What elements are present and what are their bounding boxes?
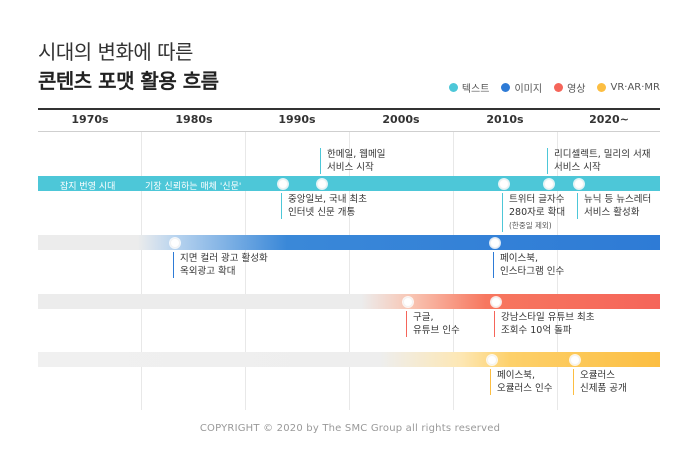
decade-2000s: 2000s bbox=[382, 113, 420, 126]
note-line: 신제품 공개 bbox=[580, 383, 627, 394]
note-line: 지면 컬러 광고 활성화 bbox=[180, 253, 268, 264]
video-event-dot bbox=[491, 297, 501, 307]
text-event-dot bbox=[499, 179, 509, 189]
decade-divider bbox=[453, 132, 454, 410]
decade-divider bbox=[245, 132, 246, 410]
legend-dot-text bbox=[448, 83, 458, 92]
legend-dot-vr bbox=[597, 83, 607, 92]
text-event-note: 리디셀렉트, 밀리의 서재 서비스 시작 bbox=[547, 148, 650, 174]
note-line: 강남스타일 유튜브 최초 bbox=[501, 312, 595, 323]
note-line: 인터넷 신문 개통 bbox=[288, 207, 356, 218]
vr-event-note: 페이스북, 오큘러스 인수 bbox=[490, 369, 552, 395]
decade-1980s: 1980s bbox=[175, 113, 213, 126]
note-line: 인스타그램 인수 bbox=[500, 266, 565, 277]
legend-item-image: 이미지 bbox=[501, 80, 542, 95]
decade-divider bbox=[141, 132, 142, 410]
image-track-bar bbox=[38, 235, 660, 250]
note-line: 중앙일보, 국내 최초 bbox=[288, 194, 367, 205]
timeline-axis-top bbox=[38, 108, 660, 110]
vr-event-dot bbox=[570, 355, 580, 365]
note-line: 조회수 10억 돌파 bbox=[501, 325, 572, 336]
text-event-note: 한메일, 웹메일 서비스 시작 bbox=[320, 148, 385, 174]
legend-label-video: 영상 bbox=[567, 84, 586, 95]
decade-1990s: 1990s bbox=[278, 113, 316, 126]
decade-2020s: 2020~ bbox=[589, 113, 629, 126]
legend-label-image: 이미지 bbox=[514, 84, 543, 95]
text-event-dot bbox=[317, 179, 327, 189]
note-line: 페이스북, bbox=[497, 370, 535, 381]
text-event-dot bbox=[574, 179, 584, 189]
video-event-note: 구글, 유튜브 인수 bbox=[406, 311, 460, 337]
text-event-note: 뉴닉 등 뉴스레터 서비스 활성화 bbox=[577, 193, 651, 219]
vr-track-bar bbox=[38, 352, 660, 367]
note-line-sub: (한중일 제외) bbox=[509, 221, 552, 230]
note-line: 280자로 확대 bbox=[509, 207, 566, 218]
text-event-dot bbox=[278, 179, 288, 189]
note-line: 서비스 시작 bbox=[327, 162, 374, 173]
text-track-bar bbox=[38, 176, 660, 191]
note-line: 한메일, 웹메일 bbox=[327, 149, 386, 160]
legend-item-text: 텍스트 bbox=[448, 80, 490, 95]
note-line: 옥외광고 확대 bbox=[180, 266, 236, 277]
note-line: 서비스 활성화 bbox=[584, 207, 640, 218]
video-track-bar bbox=[38, 294, 660, 309]
note-line: 서비스 시작 bbox=[554, 162, 601, 173]
note-line: 페이스북, bbox=[500, 253, 538, 264]
legend-item-vr: VR·AR·MR bbox=[597, 80, 660, 95]
vr-event-dot bbox=[487, 355, 497, 365]
note-line: 트위터 글자수 bbox=[509, 194, 565, 205]
image-event-note: 페이스북, 인스타그램 인수 bbox=[493, 252, 564, 278]
decade-divider bbox=[349, 132, 350, 410]
vr-event-note: 오큘러스 신제품 공개 bbox=[573, 369, 627, 395]
text-era-magazine: 잡지 번영 시대 bbox=[60, 182, 116, 192]
video-event-note: 강남스타일 유튜브 최초 조회수 10억 돌파 bbox=[494, 311, 594, 337]
legend-dot-video bbox=[554, 83, 564, 92]
note-line: 오큘러스 인수 bbox=[497, 383, 553, 394]
title-line-2: 콘텐츠 포맷 활용 흐름 bbox=[38, 69, 219, 93]
text-era-newspaper: 기장 신뢰하는 매체 '신문' bbox=[145, 182, 242, 192]
decade-divider bbox=[557, 132, 558, 410]
legend: 텍스트 이미지 영상 VR·AR·MR bbox=[448, 80, 660, 95]
note-line: 뉴닉 등 뉴스레터 bbox=[584, 194, 652, 205]
legend-item-video: 영상 bbox=[554, 80, 585, 95]
text-event-dot bbox=[544, 179, 554, 189]
text-event-note: 중앙일보, 국내 최초 인터넷 신문 개통 bbox=[281, 193, 367, 219]
legend-dot-image bbox=[501, 83, 511, 92]
legend-label-vr: VR·AR·MR bbox=[610, 82, 660, 93]
legend-label-text: 텍스트 bbox=[461, 84, 490, 95]
image-event-dot bbox=[490, 238, 500, 248]
decade-2010s: 2010s bbox=[486, 113, 524, 126]
note-line: 유튜브 인수 bbox=[413, 325, 460, 336]
image-event-dot bbox=[170, 238, 180, 248]
copyright-footer: COPYRIGHT © 2020 by The SMC Group all ri… bbox=[199, 423, 501, 434]
image-event-note: 지면 컬러 광고 활성화 옥외광고 확대 bbox=[173, 252, 268, 278]
text-event-note: 트위터 글자수 280자로 확대 (한중일 제외) bbox=[502, 193, 565, 232]
timeline-axis-bottom bbox=[38, 131, 660, 132]
video-event-dot bbox=[403, 297, 413, 307]
note-line: 리디셀렉트, 밀리의 서재 bbox=[554, 149, 651, 160]
decade-1970s: 1970s bbox=[71, 113, 109, 126]
title-line-1: 시대의 변화에 따른 bbox=[38, 40, 193, 64]
note-line: 구글, bbox=[413, 312, 434, 323]
note-line: 오큘러스 bbox=[580, 370, 615, 381]
